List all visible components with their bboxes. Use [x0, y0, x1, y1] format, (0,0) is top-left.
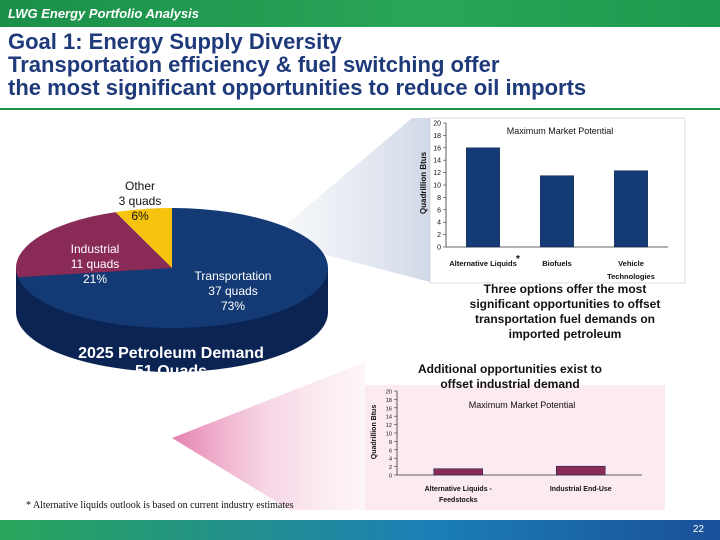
- pie-title: 2025 Petroleum Demand 51 Quads: [56, 345, 286, 381]
- pie-slice-transportation: [17, 208, 328, 328]
- pie-slice-other: [115, 208, 172, 268]
- caption-top: Three options offer the most significant…: [440, 282, 690, 342]
- y-tick-label: 4: [389, 457, 392, 463]
- caption-top-line-1: Three options offer the most: [483, 282, 647, 296]
- pie-label-industrial-value: 11 quads: [70, 257, 120, 271]
- category-label: Feedstocks: [439, 497, 478, 504]
- caption-top-line-2: significant opportunities to offset: [469, 297, 661, 311]
- bar-chart-bottom-title: Maximum Market Potential: [469, 400, 576, 410]
- bar: [466, 147, 500, 248]
- y-tick-label: 16: [433, 145, 441, 152]
- pie-label-other-name: Other: [124, 179, 155, 193]
- title-line-3: the most significant opportunities to re…: [8, 75, 587, 100]
- y-tick-label: 6: [389, 448, 392, 454]
- pink-callout-wedge: [172, 362, 365, 510]
- bar-chart-bottom-bars: [433, 465, 606, 476]
- category-label: Biofuels: [542, 259, 572, 268]
- page-number: 22: [692, 524, 704, 535]
- y-tick-label: 16: [386, 406, 392, 412]
- bar-chart-top-category-labels: Alternative Liquids Biofuels Vehicle Techno…: [449, 254, 655, 281]
- pink-chart-panel: [365, 385, 665, 510]
- category-label: Vehicle: [618, 259, 644, 268]
- pie-label-industrial: Industrial 11 quads 21%: [55, 242, 135, 287]
- category-label: Technologies: [607, 272, 655, 281]
- title-line-1: Goal 1: Energy Supply Diversity: [8, 29, 342, 54]
- pie-slice-industrial: [15, 212, 172, 278]
- pie-label-industrial-name: Industrial: [70, 242, 120, 256]
- caption-top-line-4: imported petroleum: [508, 327, 622, 341]
- bar: [556, 465, 606, 476]
- category-label: Alternative Liquids: [449, 259, 517, 268]
- pie-label-other-percent: 6%: [131, 209, 149, 223]
- bar: [540, 175, 574, 248]
- pie-label-transportation-name: Transportation: [194, 269, 272, 283]
- bar-chart-bottom-category-labels: Alternative Liquids - Feedstocks Industria…: [425, 486, 612, 504]
- caption-middle-line-1: Additional opportunities exist to: [418, 362, 602, 376]
- slide-title: Goal 1: Energy Supply Diversity Transpor…: [8, 30, 586, 99]
- y-tick-label: 2: [389, 465, 392, 471]
- y-tick-label: 14: [386, 415, 392, 421]
- bar-chart-top-ylabel: Quadrillion Btus: [419, 151, 428, 214]
- y-tick-label: 20: [433, 121, 441, 128]
- y-tick-label: 0: [437, 245, 441, 252]
- pie-label-other: Other 3 quads 6%: [100, 179, 180, 224]
- y-tick-label: 10: [433, 183, 441, 190]
- pie-label-transportation: Transportation 37 quads 73%: [178, 269, 288, 314]
- pie-title-line: 2025 Petroleum Demand: [78, 345, 264, 362]
- caption-middle-line-2: offset industrial demand: [440, 377, 580, 391]
- y-tick-label: 14: [433, 158, 441, 165]
- title-line-2: Transportation efficiency & fuel switchi…: [8, 52, 500, 77]
- y-tick-label: 2: [437, 232, 441, 239]
- bar: [614, 170, 648, 248]
- pie-label-other-value: 3 quads: [118, 194, 162, 208]
- y-tick-label: 0: [389, 474, 392, 480]
- bar: [433, 468, 483, 476]
- y-tick-label: 18: [433, 133, 441, 140]
- bar-annotation: *: [516, 254, 520, 265]
- title-divider: [0, 108, 720, 110]
- y-tick-label: 12: [386, 423, 392, 429]
- bar-chart-bottom-ylabel: Quadrillion Btus: [371, 405, 378, 460]
- y-tick-label: 6: [437, 207, 441, 214]
- header-title: LWG Energy Portfolio Analysis: [8, 6, 199, 21]
- y-tick-label: 10: [386, 432, 392, 438]
- y-tick-label: 18: [386, 398, 392, 404]
- y-tick-label: 12: [433, 170, 441, 177]
- footer-bar: [0, 520, 720, 540]
- y-tick-label: 4: [437, 220, 441, 227]
- bar-chart-top-bars: [466, 147, 648, 248]
- y-tick-label: 8: [389, 440, 392, 446]
- y-tick-label: 8: [437, 195, 441, 202]
- pie-label-transportation-percent: 73%: [220, 299, 246, 313]
- category-label: Industrial End-Use: [550, 486, 612, 493]
- pie-subtitle-line: 51 Quads: [134, 363, 208, 380]
- category-label: Alternative Liquids -: [425, 486, 493, 493]
- caption-top-line-3: transportation fuel demands on: [474, 312, 655, 326]
- bar-chart-top-title: Maximum Market Potential: [507, 126, 614, 136]
- caption-middle: Additional opportunities exist to offset…: [385, 362, 635, 392]
- pie-label-transportation-value: 37 quads: [208, 284, 258, 298]
- footnote: * Alternative liquids outlook is based o…: [26, 500, 294, 511]
- y-tick-label: 20: [386, 390, 392, 396]
- pie-label-industrial-percent: 21%: [82, 272, 108, 286]
- header-bar: LWG Energy Portfolio Analysis: [0, 0, 720, 27]
